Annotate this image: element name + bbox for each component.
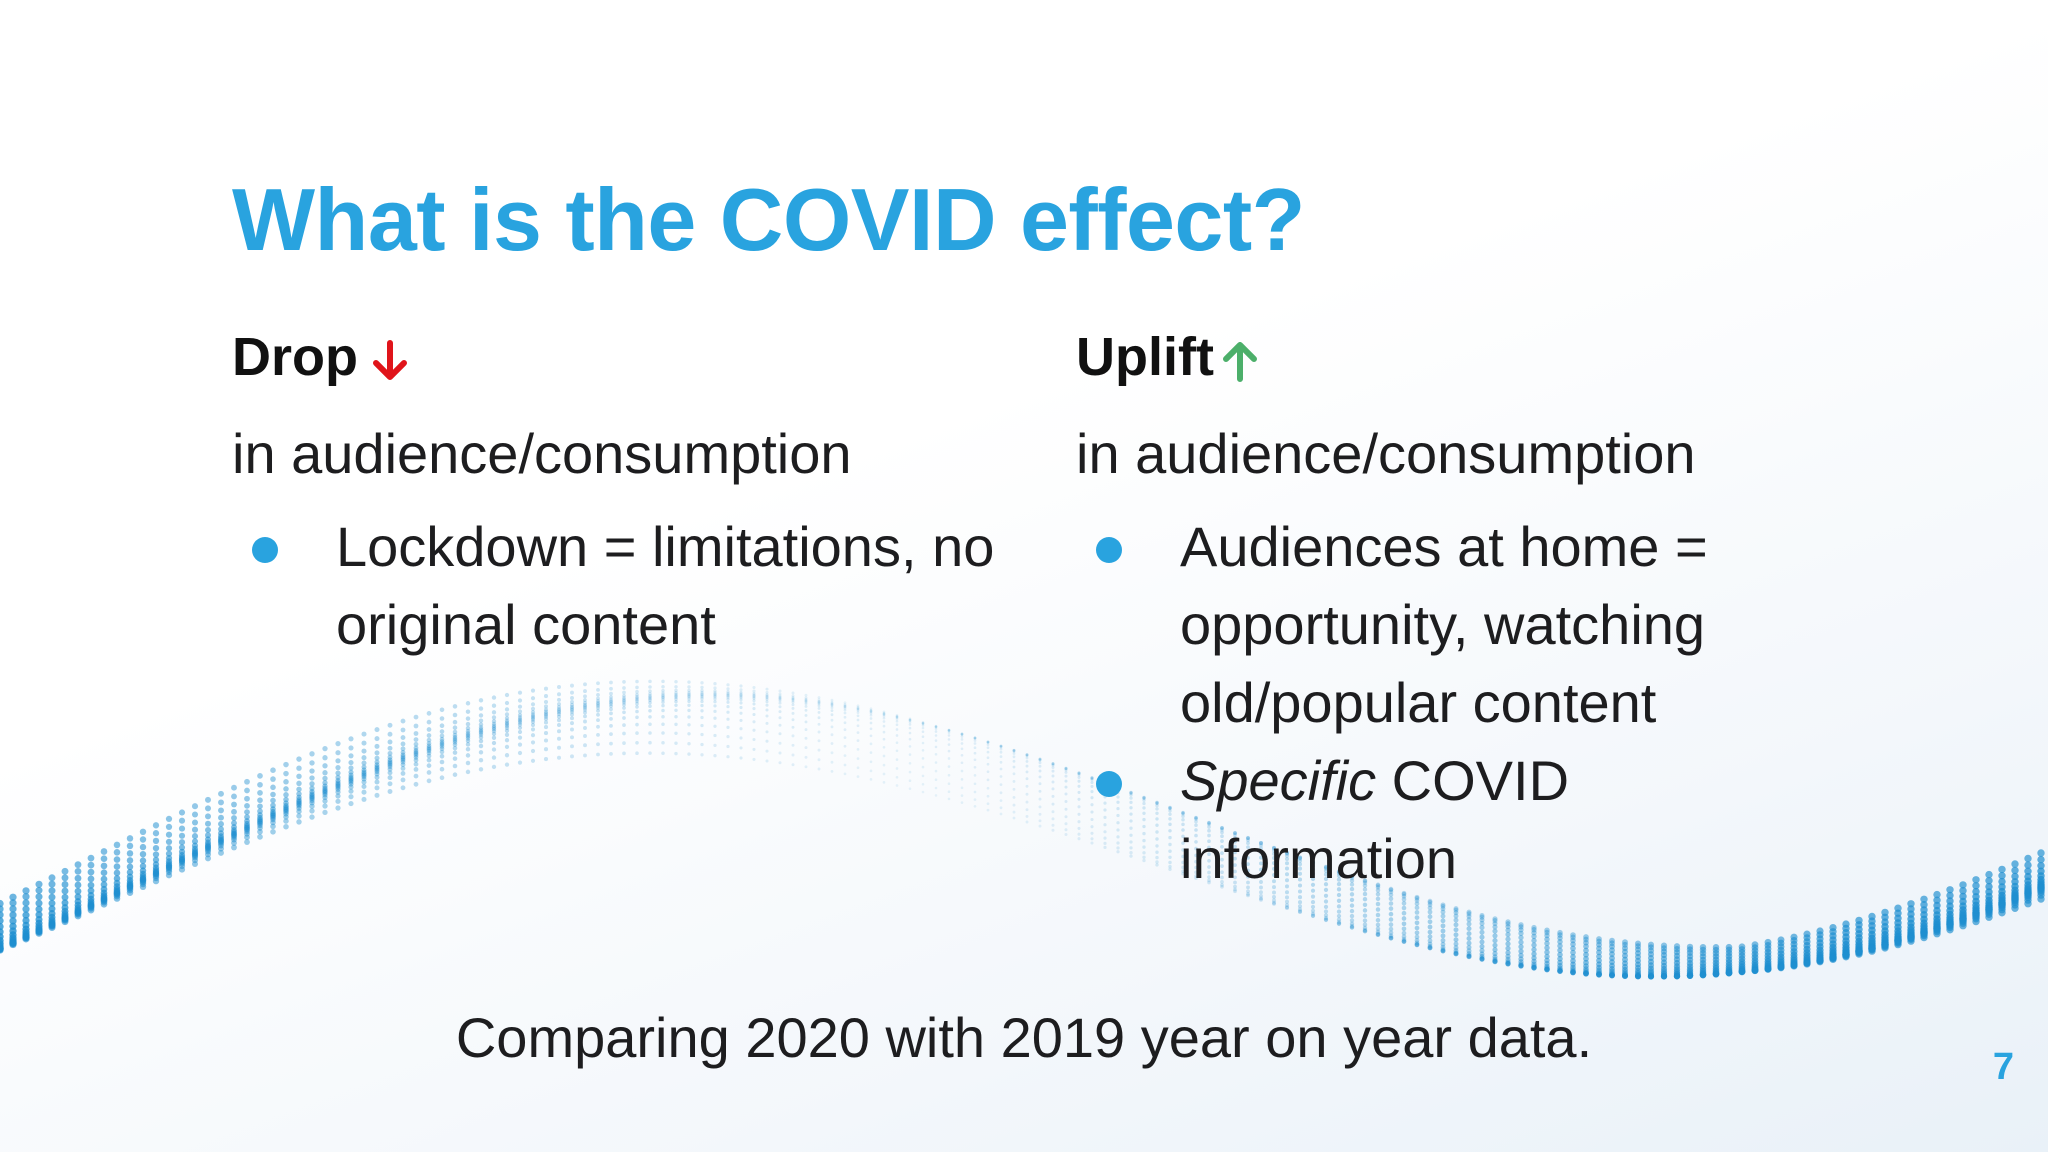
- list-item: Specific COVID information: [1076, 742, 1856, 898]
- bullet-emphasis: Specific: [1180, 749, 1377, 812]
- page-number: 7: [1992, 1046, 2014, 1088]
- bullet-text: Audiences at home = opportunity, watchin…: [1180, 515, 1708, 734]
- drop-heading: Drop: [232, 320, 1012, 394]
- slide-footer: Comparing 2020 with 2019 year on year da…: [455, 1006, 1593, 1069]
- bullet-dot-icon: [252, 537, 278, 563]
- uplift-heading-label: Uplift: [1076, 327, 1214, 387]
- uplift-column: Uplift in audience/consumption Audiences…: [1076, 320, 1856, 898]
- bullet-dot-icon: [1096, 771, 1122, 797]
- drop-subheading: in audience/consumption: [232, 422, 852, 485]
- bullet-text: COVID information: [1180, 749, 1570, 890]
- uplift-heading: Uplift: [1076, 320, 1856, 394]
- list-item: Lockdown = limitations, no original cont…: [232, 508, 1012, 664]
- slide-title: What is the COVID effect?: [232, 170, 1305, 269]
- uplift-bullet-list: Audiences at home = opportunity, watchin…: [1076, 508, 1856, 898]
- arrow-up-icon: [1220, 337, 1260, 385]
- drop-heading-label: Drop: [232, 327, 358, 387]
- drop-column: Drop in audience/consumption Lockdown = …: [232, 320, 1012, 664]
- arrow-down-icon: [370, 337, 410, 385]
- bullet-text: Lockdown = limitations, no original cont…: [336, 515, 995, 656]
- list-item: Audiences at home = opportunity, watchin…: [1076, 508, 1856, 742]
- drop-bullet-list: Lockdown = limitations, no original cont…: [232, 508, 1012, 664]
- bullet-dot-icon: [1096, 537, 1122, 563]
- uplift-subheading: in audience/consumption: [1076, 422, 1696, 485]
